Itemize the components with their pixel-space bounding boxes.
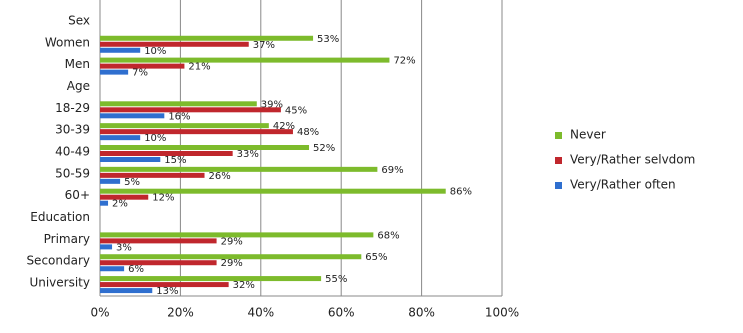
bar — [100, 151, 233, 156]
legend-swatch — [555, 157, 562, 164]
bar — [100, 288, 153, 294]
legend-swatch — [555, 132, 562, 139]
x-tick-label: 40% — [247, 306, 274, 320]
legend-swatch — [555, 182, 562, 189]
x-tick-label: 100% — [485, 306, 519, 320]
legend-label: Very/Rather selvdom — [570, 153, 695, 167]
value-label: 5% — [124, 177, 140, 188]
y-tick-label: 18-29 — [55, 101, 90, 115]
bar — [100, 157, 161, 162]
bar — [100, 238, 217, 244]
value-label: 2% — [112, 199, 128, 210]
value-label: 7% — [132, 68, 148, 79]
bar — [100, 244, 113, 250]
bar — [100, 178, 121, 184]
y-tick-label: Education — [30, 210, 90, 224]
bar — [100, 101, 257, 107]
y-tick-label: 60+ — [65, 188, 90, 202]
bar — [100, 172, 205, 178]
bar — [100, 282, 229, 288]
x-tick-label: 80% — [408, 306, 435, 320]
y-tick-label: University — [29, 276, 90, 290]
value-label: 45% — [285, 105, 307, 116]
value-label: 21% — [188, 62, 210, 73]
value-label: 69% — [381, 165, 403, 176]
bar — [100, 113, 165, 119]
y-tick-label: 50-59 — [55, 166, 90, 180]
value-label: 16% — [168, 111, 190, 122]
bar — [100, 47, 141, 53]
y-tick-label: 40-49 — [55, 145, 90, 159]
bar — [100, 276, 322, 282]
bar — [100, 145, 310, 150]
bar — [100, 260, 217, 266]
value-label: 26% — [209, 171, 231, 182]
value-label: 13% — [156, 286, 178, 297]
y-tick-label: Primary — [44, 232, 90, 246]
value-label: 53% — [317, 34, 339, 45]
value-label: 33% — [237, 149, 259, 160]
bar — [100, 266, 125, 272]
value-label: 68% — [377, 230, 399, 241]
value-label: 48% — [297, 127, 319, 138]
value-label: 65% — [365, 252, 387, 263]
bar — [100, 166, 378, 172]
bar — [100, 254, 362, 260]
bar — [100, 129, 293, 135]
y-tick-label: Men — [65, 57, 90, 71]
value-label: 29% — [221, 258, 243, 269]
x-tick-label: 60% — [328, 306, 355, 320]
y-tick-label: Women — [45, 35, 90, 49]
bar — [100, 200, 109, 206]
value-label: 37% — [253, 40, 275, 51]
y-tick-label: 30-39 — [55, 123, 90, 137]
bar — [100, 232, 374, 238]
value-label: 52% — [313, 143, 335, 154]
bar — [100, 57, 390, 63]
value-label: 29% — [221, 236, 243, 247]
value-label: 12% — [152, 193, 174, 204]
value-label: 39% — [261, 99, 283, 110]
value-label: 10% — [144, 46, 166, 57]
bar — [100, 35, 314, 41]
bar — [100, 63, 185, 69]
value-label: 55% — [325, 274, 347, 285]
bar — [100, 188, 446, 194]
x-tick-label: 0% — [90, 306, 109, 320]
value-label: 15% — [164, 155, 186, 166]
legend-label: Very/Rather often — [570, 178, 676, 192]
value-label: 3% — [116, 242, 132, 253]
y-tick-label: Age — [67, 79, 90, 93]
value-label: 10% — [144, 133, 166, 144]
bar — [100, 107, 281, 113]
bar — [100, 123, 269, 129]
x-tick-label: 20% — [167, 306, 194, 320]
legend-label: Never — [570, 128, 606, 142]
value-label: 6% — [128, 264, 144, 275]
value-label: 86% — [450, 187, 472, 198]
value-label: 32% — [233, 280, 255, 291]
value-label: 42% — [273, 121, 295, 132]
bar — [100, 69, 129, 75]
y-tick-label: Sex — [68, 13, 90, 27]
bar — [100, 194, 149, 200]
bar — [100, 135, 141, 141]
y-tick-label: Secondary — [26, 254, 90, 268]
bar — [100, 41, 249, 47]
value-label: 72% — [393, 56, 415, 67]
